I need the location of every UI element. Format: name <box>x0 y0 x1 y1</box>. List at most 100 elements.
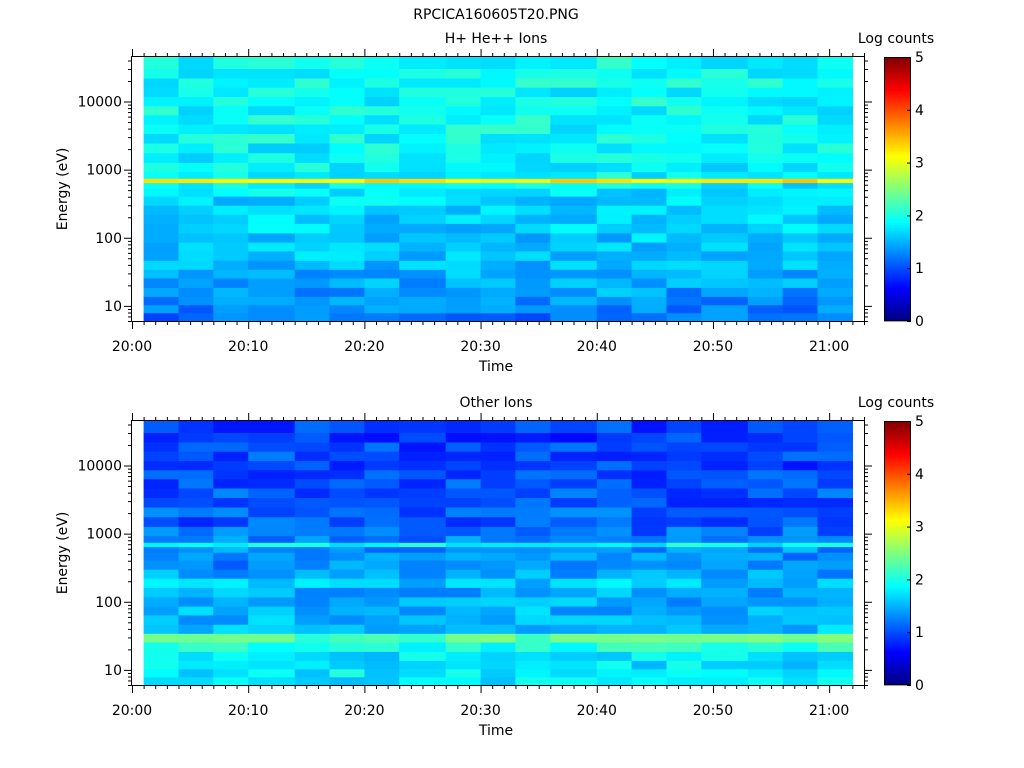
colorbar-swatch <box>884 459 911 462</box>
spectrogram-cell <box>666 451 702 462</box>
spectrogram-cell <box>747 606 784 616</box>
spectrogram-cell <box>817 560 853 570</box>
spectrogram-cell <box>329 260 365 270</box>
spectrogram-cell <box>701 196 749 206</box>
spectrogram-cell <box>515 460 551 471</box>
spectrogram-cell <box>666 278 702 288</box>
spectrogram-cell <box>445 162 482 173</box>
spectrogram-cell <box>445 560 482 570</box>
spectrogram-cell <box>515 114 551 125</box>
spectrogram-cell <box>445 451 482 462</box>
spectrogram-cell <box>701 304 749 314</box>
colorbar-swatch <box>884 93 911 96</box>
spectrogram-cell <box>817 596 853 607</box>
spectrogram-cell <box>480 205 517 215</box>
spectrogram-cell <box>178 421 214 433</box>
spectrogram-cell <box>178 535 214 543</box>
colorbar-swatch <box>884 433 911 436</box>
spectrogram-cell <box>596 587 633 598</box>
spectrogram-cell <box>294 87 331 98</box>
colorbar-swatch <box>884 111 911 114</box>
colorbar-swatch <box>884 213 911 216</box>
spectrogram-cell <box>294 205 331 215</box>
spectrogram-cell <box>817 178 853 184</box>
spectrogram-cell <box>294 552 331 561</box>
spectrogram-cell <box>701 287 749 297</box>
spectrogram-cell <box>364 171 400 179</box>
spectrogram-cell <box>550 77 598 88</box>
x-tick-label: 20:30 <box>460 703 500 719</box>
spectrogram-cell <box>631 178 668 184</box>
spectrogram-cell <box>782 188 819 197</box>
spectrogram-cell <box>399 460 447 471</box>
spectrogram-cell <box>701 114 749 125</box>
spectrogram-cell <box>550 223 598 234</box>
spectrogram-cell <box>666 68 702 79</box>
spectrogram-cell <box>747 497 784 508</box>
spectrogram-cell <box>480 223 517 234</box>
spectrogram-cell <box>817 552 853 561</box>
spectrogram-cell <box>294 312 331 322</box>
spectrogram-cell <box>550 178 598 184</box>
spectrogram-cell <box>248 668 296 678</box>
spectrogram-cell <box>445 182 482 189</box>
colorbar-tick-label: 4 <box>915 103 924 119</box>
spectrogram-cell <box>399 182 447 189</box>
spectrogram-cell <box>294 250 331 261</box>
spectrogram-cell <box>445 478 482 489</box>
spectrogram-cell <box>445 96 482 107</box>
spectrogram-cell <box>515 188 551 197</box>
spectrogram-cell <box>701 578 749 588</box>
spectrogram-cell <box>294 624 331 634</box>
colorbar-swatch <box>884 431 911 434</box>
spectrogram-cell <box>747 133 784 144</box>
colorbar-swatch <box>884 219 911 222</box>
spectrogram-cell <box>701 624 749 634</box>
spectrogram-cell <box>364 96 400 107</box>
spectrogram-cell <box>596 123 633 134</box>
spectrogram-cell <box>480 469 517 480</box>
spectrogram-cell <box>248 624 296 634</box>
spectrogram-cell <box>596 77 633 88</box>
colorbar-swatch <box>884 145 911 148</box>
spectrogram-cell <box>178 250 214 261</box>
spectrogram-cell <box>445 304 482 314</box>
spectrogram-cell <box>143 535 180 543</box>
spectrogram-cell <box>550 542 598 548</box>
spectrogram-cell <box>596 133 633 144</box>
spectrogram-cell <box>445 578 482 588</box>
spectrogram-cell <box>701 497 749 508</box>
colorbar-swatch <box>884 217 911 220</box>
spectrogram-cell <box>445 242 482 252</box>
spectrogram-cell <box>480 441 517 452</box>
spectrogram-cell <box>445 87 482 98</box>
colorbar-swatch <box>884 675 911 678</box>
spectrogram-cell <box>178 205 214 215</box>
colorbar-swatch <box>884 223 911 226</box>
spectrogram-cell <box>248 676 296 686</box>
spectrogram-cell <box>178 133 214 144</box>
spectrogram-cell <box>143 596 180 607</box>
spectrogram-cell <box>817 668 853 678</box>
spectrogram-cell <box>294 606 331 616</box>
y-axis: 10 100 1000 10000 <box>77 60 872 322</box>
spectrogram-cell <box>248 633 296 643</box>
spectrogram-cell <box>213 526 249 537</box>
spectrogram-cell <box>817 642 853 652</box>
spectrogram-cell <box>329 87 365 98</box>
colorbar-swatch <box>884 513 911 516</box>
colorbar-swatch <box>884 153 911 156</box>
colorbar-swatch <box>884 669 911 672</box>
spectrogram-cell <box>364 182 400 189</box>
spectrogram-cell <box>480 526 517 537</box>
spectrogram-cell <box>178 451 214 462</box>
spectrogram-cell <box>701 614 749 625</box>
spectrogram-cell <box>596 68 633 79</box>
spectrogram-cells <box>143 421 853 686</box>
spectrogram-cell <box>143 614 180 625</box>
colorbar-swatch <box>884 437 911 440</box>
spectrogram-cell <box>329 451 365 462</box>
colorbar-swatch <box>884 571 911 574</box>
spectrogram-cell <box>701 182 749 189</box>
spectrogram-cell <box>817 162 853 173</box>
